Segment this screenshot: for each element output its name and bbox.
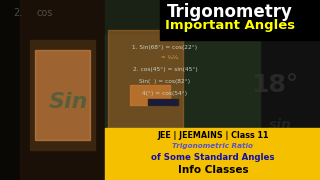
- Text: Sin: Sin: [48, 92, 88, 112]
- Bar: [160, 0, 320, 40]
- Bar: [30, 40, 95, 150]
- Bar: [105, 128, 320, 180]
- Bar: [105, 35, 260, 130]
- Text: of Some Standard Angles: of Some Standard Angles: [151, 152, 275, 161]
- Bar: [0, 0, 20, 180]
- Text: Trigonometric Ratio: Trigonometric Ratio: [172, 143, 253, 149]
- Bar: [150, 100, 176, 104]
- Bar: [148, 99, 178, 105]
- Text: cos: cos: [37, 8, 53, 18]
- Bar: [35, 50, 90, 140]
- Text: Sin(  ) = cos(82°): Sin( ) = cos(82°): [140, 80, 191, 84]
- Text: Important Angles: Important Angles: [165, 19, 295, 32]
- Bar: [105, 0, 255, 180]
- Bar: [130, 85, 170, 105]
- Text: 2.: 2.: [13, 8, 23, 18]
- Text: 2. cos(45°) = sin(45°): 2. cos(45°) = sin(45°): [132, 68, 197, 73]
- Bar: [20, 0, 105, 180]
- Text: Info Classes: Info Classes: [178, 165, 248, 175]
- Text: Trigonometry: Trigonometry: [167, 3, 293, 21]
- Text: JEE | JEEMAINS | Class 11: JEE | JEEMAINS | Class 11: [157, 132, 269, 141]
- Bar: [108, 30, 183, 130]
- Text: 1. Sin(68°) = cos(22°): 1. Sin(68°) = cos(22°): [132, 44, 197, 50]
- Text: 18°: 18°: [251, 73, 299, 97]
- Text: = ¼¼: = ¼¼: [161, 55, 179, 60]
- Bar: [255, 0, 320, 180]
- Text: 4(°) = cos(54°): 4(°) = cos(54°): [142, 91, 188, 96]
- Text: sin: sin: [268, 118, 292, 132]
